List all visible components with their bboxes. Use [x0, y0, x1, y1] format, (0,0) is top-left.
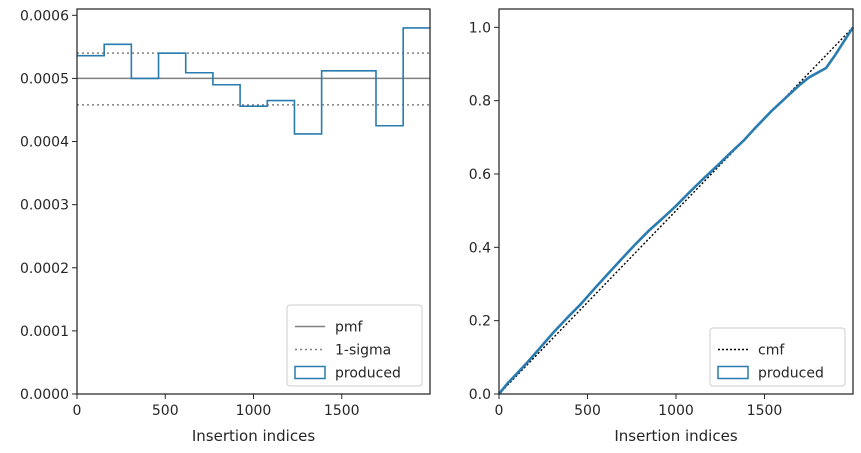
x-tick-label: 1000: [236, 403, 272, 419]
x-tick-label: 0: [495, 403, 504, 419]
y-tick-label: 0.0004: [20, 135, 69, 151]
y-tick-label: 0.0005: [20, 71, 69, 87]
legend-entry-pmf: pmf: [335, 320, 364, 336]
legend-box: [709, 327, 846, 387]
cmf-chart: 0 500 1000 1500 0.0 0.2 0.4 0.6 0.8 1.0 Insertion …: [469, 8, 855, 445]
plot-frame: [498, 8, 854, 395]
x-tick-label: 0: [73, 403, 82, 419]
y-tick-label: 0.8: [469, 94, 491, 110]
legend-entry-produced: produced: [758, 366, 824, 382]
x-tick-label: 500: [574, 403, 601, 419]
y-tick-label: 0.0003: [20, 198, 69, 214]
legend-swatch-produced: [294, 365, 326, 380]
x-tick-label: 1500: [324, 403, 360, 419]
produced-histogram-line: [77, 27, 430, 135]
x-axis-label: Insertion indices: [614, 427, 737, 445]
y-tick-label: 0.4: [469, 240, 491, 256]
pmf-chart: 0 500 1000 1500 0.0000 0.0001 0.0002 0.0003 0.00…: [20, 8, 431, 445]
y-tick-label: 0.2: [469, 314, 491, 330]
y-tick-label: 0.0002: [20, 261, 69, 277]
legend-entry-cmf: cmf: [758, 343, 785, 359]
y-tick-label: 0.0000: [20, 387, 69, 403]
y-tick-label: 1.0: [469, 20, 491, 36]
legend-swatch-produced: [717, 365, 749, 380]
x-tick-label: 500: [152, 403, 179, 419]
y-tick-label: 0.6: [469, 167, 491, 183]
y-tick-label: 0.0: [469, 387, 491, 403]
y-tick-label: 0.0006: [20, 8, 69, 24]
produced-cmf-line: [497, 26, 855, 395]
y-tick-label: 0.0001: [20, 324, 69, 340]
legend-entry-produced: produced: [335, 366, 401, 382]
x-axis-label: Insertion indices: [192, 427, 315, 445]
x-tick-label: 1000: [658, 403, 694, 419]
plot-frame: [76, 8, 431, 395]
legend-entry-sigma: 1-sigma: [335, 343, 391, 359]
x-tick-label: 1500: [747, 403, 783, 419]
